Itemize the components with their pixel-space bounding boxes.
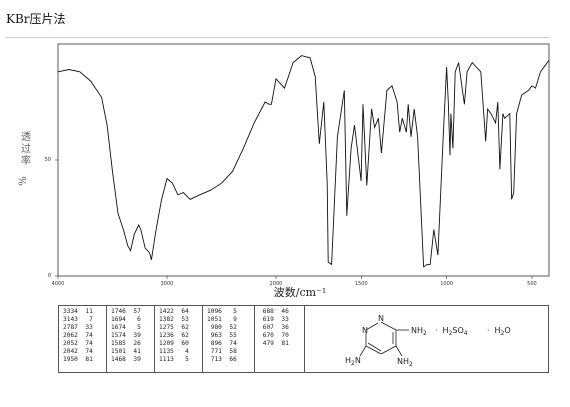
peak-row: 2787 33 xyxy=(63,324,93,331)
pyrimidine-ring xyxy=(359,321,409,357)
peak-row: 1585 26 xyxy=(111,340,141,347)
peak-row: 1382 53 xyxy=(159,316,189,323)
peak-row: 963 55 xyxy=(207,332,237,339)
peak-row: 1694 6 xyxy=(111,316,141,323)
x-tick-label: 2000 xyxy=(270,281,283,287)
peak-row: 1674 5 xyxy=(111,324,141,331)
ir-spectrum-chart: 4000 3000 2000 1500 1000 500 50 0 透 过 率 % 波数/… xyxy=(18,43,550,299)
title-divider xyxy=(6,37,550,38)
amino-group-bottom-left: H2N xyxy=(345,356,361,367)
peak-column-4: 1096 5 1051 9 980 52 963 55 896 74 771 5… xyxy=(203,306,255,372)
peak-row: 1096 5 xyxy=(207,308,237,315)
x-tick-label: 500 xyxy=(527,281,537,287)
y-axis-label-char-1: 透 xyxy=(21,131,31,143)
peak-row: 980 52 xyxy=(207,324,237,331)
ring-nitrogen-top: N xyxy=(378,314,384,323)
peak-column-5: 688 46 619 33 607 36 670 70 479 81 xyxy=(255,306,305,372)
peak-column-1: 3334 11 3143 7 2787 33 2062 74 2052 74 2… xyxy=(59,306,107,372)
peak-table: 3334 11 3143 7 2787 33 2062 74 2052 74 2… xyxy=(58,305,549,373)
plot-frame xyxy=(57,43,550,277)
x-axis-label: 波数/cm⁻¹ xyxy=(274,286,327,299)
peak-row: 1135 4 xyxy=(159,348,189,355)
page-title: KBr压片法 xyxy=(6,12,66,26)
peak-row: 607 36 xyxy=(259,324,289,331)
y-axis-label-char-2: 过 xyxy=(21,142,31,155)
peak-row: 688 46 xyxy=(259,308,289,315)
x-tick-label: 1000 xyxy=(440,281,453,287)
peak-row: 1113 5 xyxy=(159,356,189,363)
peak-row: 771 58 xyxy=(207,348,237,355)
peak-row: 1236 62 xyxy=(159,332,189,339)
peak-row: 1051 9 xyxy=(207,316,237,323)
sulfate-salt: · H2SO4 xyxy=(435,326,468,337)
ring-nitrogen-left: N xyxy=(362,326,368,335)
peak-row: 479 81 xyxy=(259,340,289,347)
axis-ticks: 4000 3000 2000 1500 1000 500 xyxy=(52,159,537,287)
peak-row: 896 74 xyxy=(207,340,237,347)
y-axis-unit: % xyxy=(18,176,29,186)
water-of-hydration: · H2O xyxy=(487,326,511,337)
peak-row: 2062 74 xyxy=(63,332,93,339)
y-axis-label-char-3: 率 xyxy=(21,154,31,167)
peak-row: 2042 74 xyxy=(63,348,93,355)
structure-panel: N N NH2 H2N NH2 · H2SO4 · H2O xyxy=(305,306,548,372)
peak-row: 1468 39 xyxy=(111,356,141,363)
x-tick-label: 3000 xyxy=(161,281,174,287)
peak-row: 1275 62 xyxy=(159,324,189,331)
amino-group-right: NH2 xyxy=(411,326,427,337)
chemical-structure: N N NH2 H2N NH2 · H2SO4 · H2O xyxy=(345,314,511,368)
y-tick-0: 0 xyxy=(48,273,51,279)
spectrum-line xyxy=(57,55,550,268)
peak-column-2: 1746 57 1694 6 1674 5 1574 39 1585 26 15… xyxy=(107,306,155,372)
peak-row: 2052 74 xyxy=(63,340,93,347)
y-tick-50: 50 xyxy=(45,157,51,163)
peak-row: 3334 11 xyxy=(63,308,93,315)
peak-row: 1950 81 xyxy=(63,356,93,363)
peak-row: 619 33 xyxy=(259,316,289,323)
x-tick-label: 1500 xyxy=(355,281,368,287)
peak-row: 1574 39 xyxy=(111,332,141,339)
peak-column-3: 1422 64 1382 53 1275 62 1236 62 1209 60 … xyxy=(155,306,203,372)
amino-group-bottom-right: NH2 xyxy=(397,357,413,368)
peak-row: 1501 41 xyxy=(111,348,141,355)
x-tick-label: 4000 xyxy=(52,281,65,287)
peak-row: 1422 64 xyxy=(159,308,189,315)
peak-row: 713 66 xyxy=(207,356,237,363)
peak-row: 1746 57 xyxy=(111,308,141,315)
peak-row: 1209 60 xyxy=(159,340,189,347)
peak-row: 3143 7 xyxy=(63,316,93,323)
peak-row: 670 70 xyxy=(259,332,289,339)
